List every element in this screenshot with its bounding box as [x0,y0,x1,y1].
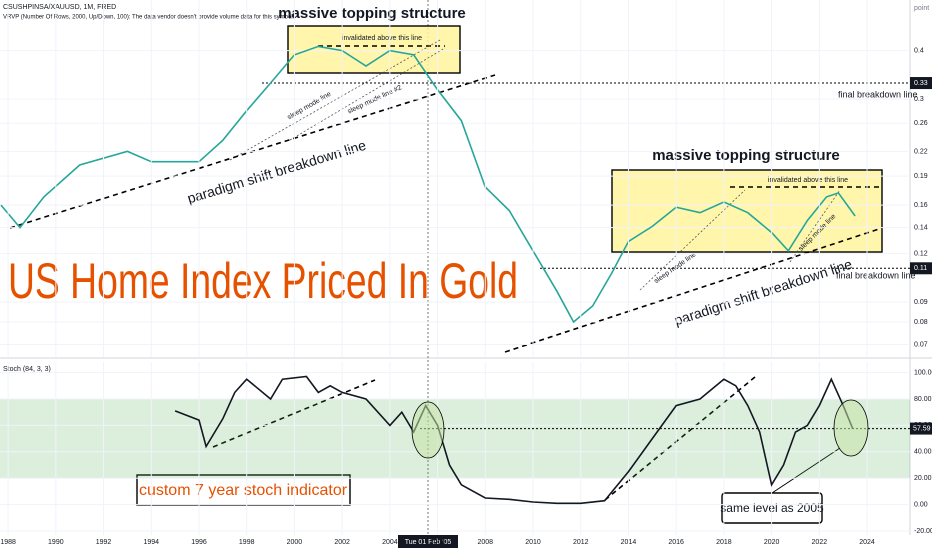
x-tick-label: 2000 [287,539,303,546]
y-tick-label: 40.00 [914,449,932,456]
x-tick-label: 1994 [143,539,159,546]
plots [0,0,910,535]
annotation: custom 7 year stoch indicator [139,482,348,499]
callout [771,447,841,494]
price-tag [910,262,932,275]
stoch-title: Stoch (84, 3, 3) [3,366,51,373]
crosshair-box [398,535,458,548]
x-tick-label: 2002 [334,539,350,546]
highlight [411,401,445,459]
annotation: paradigm shift breakdown line [185,137,368,207]
price-label: 0.11 [914,265,927,272]
box [611,169,883,253]
annotation: final breakdown line [836,270,916,280]
band [0,398,910,479]
drawing [504,227,883,353]
indicator: VRVP (Number Of Rows, 2000, Up/Down, 100… [3,15,295,21]
x-tick-label: 2016 [668,539,684,546]
y-tick-label: 0.07 [914,341,928,348]
box [287,25,461,74]
annotation: final breakdown line [838,89,918,99]
symbol: CSUSHPINSA/XAUUSD, 1M, FRED [3,4,116,11]
x-tick-label: 2006 [430,539,446,546]
x-tick-label: 2012 [573,539,589,546]
y-tick-label: 0.22 [914,148,928,155]
x-tick-label: 2004 [382,539,398,546]
y-tick-label: 80.00 [914,396,932,403]
price-label: 0.33 [914,80,928,87]
annotation: invalidated above this line [768,177,848,184]
label-box [136,474,351,506]
x-tick-label: 1996 [191,539,207,546]
annotation: sleep mode line #2 [347,84,403,115]
drawing [639,189,746,291]
price-tag [910,77,932,90]
x-tick-label: 1998 [239,539,255,546]
y-tick-label: 0.09 [914,299,928,306]
x-tick-label: 2014 [621,539,637,546]
annotation: massive topping structure [652,147,840,164]
price-label: 57.59 [913,425,931,432]
annotation: sleep mode line [286,91,332,122]
y-tick-label: 0.12 [914,250,928,257]
annotation: same level as 2005 [720,501,824,515]
y-tick-label: 0.19 [914,173,928,180]
x-tick-label: 2022 [812,539,828,546]
scale-label: point [914,5,929,12]
y-tick-label: 100.00 [914,369,932,376]
x-tick-label: 1992 [96,539,112,546]
line [174,375,854,505]
x-tick-label: 2024 [859,539,875,546]
y-tick-label: 0.26 [914,120,928,127]
y-tick-label: 0.3 [914,96,924,103]
y-tick-label: 0.14 [914,224,928,231]
y-tick-label: 0.00 [914,501,928,508]
x-tick-label: 2020 [764,539,780,546]
headline: US Home Index Priced In Gold [8,253,518,309]
x-tick-label: 2010 [525,539,541,546]
y-tick-label: 0.08 [914,319,928,326]
drawing [789,189,841,263]
x-tick-label: 2008 [478,539,494,546]
price-tag [910,422,932,435]
drawing [212,379,376,448]
x-tick-label: 1988 [0,539,16,546]
highlight [833,399,869,457]
annotation: invalidated above this line [342,35,422,42]
y-tick-label: 0.4 [914,47,924,54]
drawing [229,39,441,161]
y-tick-label: 0.16 [914,202,928,209]
crosshair-label: Tue 01 Feb '05 [405,539,452,546]
x-tick-label: 2018 [716,539,732,546]
y-tick-label: 20.00 [914,475,932,482]
annotation: massive topping structure [278,5,466,22]
y-tick-label: -20.00 [914,528,932,535]
x-tick-label: 1990 [48,539,64,546]
